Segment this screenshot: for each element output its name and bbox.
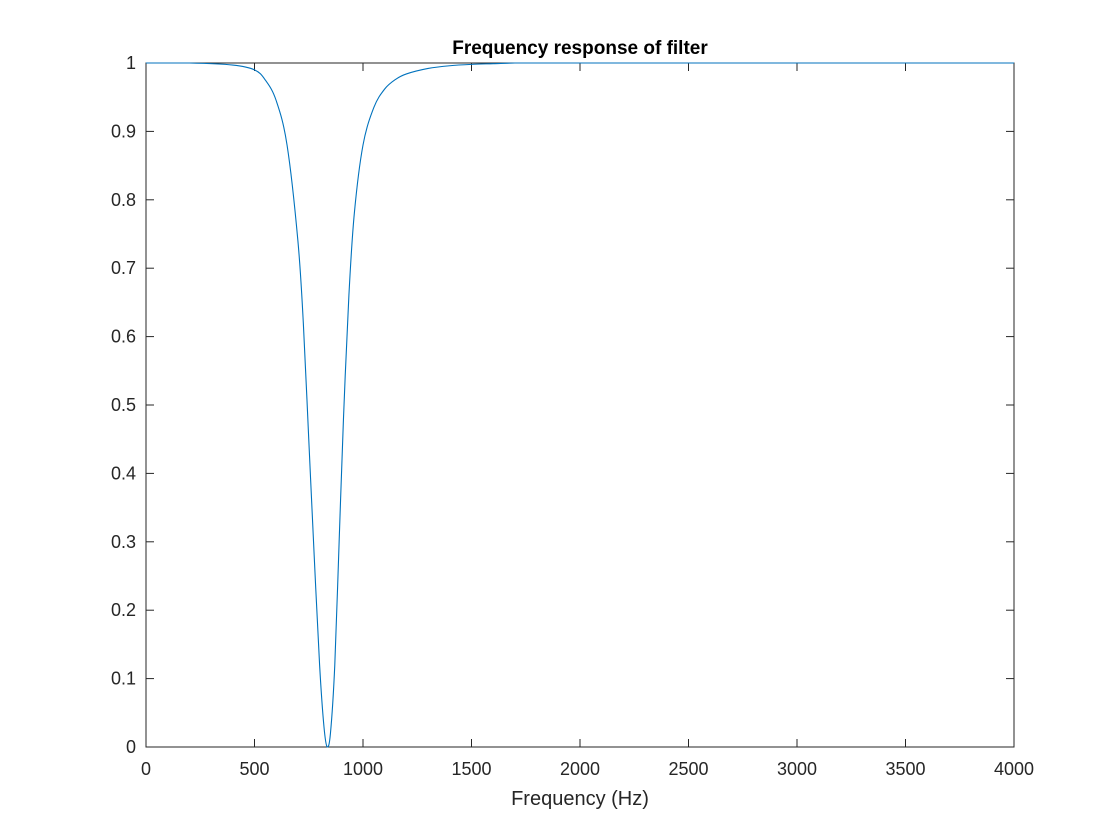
y-tick-label: 0 xyxy=(126,737,136,757)
plot-area: 0 500 1000 1500 2000 2500 3000 3500 4000 0 0.1 0.2 0… xyxy=(111,53,1034,779)
y-tick-label: 0.2 xyxy=(111,600,136,620)
series-line xyxy=(146,62,1014,748)
x-tick-label: 2000 xyxy=(560,759,600,779)
y-tick-label: 0.6 xyxy=(111,327,136,347)
y-tick-label: 0.8 xyxy=(111,190,136,210)
x-tick-label: 500 xyxy=(239,759,269,779)
y-tick-label: 0.7 xyxy=(111,258,136,278)
axes-box xyxy=(145,62,1015,748)
y-tick-label: 0.3 xyxy=(111,532,136,552)
x-tick-label: 3500 xyxy=(885,759,925,779)
x-tick-label: 0 xyxy=(141,759,151,779)
x-tick-label: 1000 xyxy=(343,759,383,779)
y-tick-label: 0.5 xyxy=(111,395,136,415)
x-tick-label: 4000 xyxy=(994,759,1034,779)
chart-title: Frequency response of filter xyxy=(452,38,708,59)
x-tick-label: 3000 xyxy=(777,759,817,779)
y-tick-label: 0.9 xyxy=(111,121,136,141)
x-axis-label: Frequency (Hz) xyxy=(511,788,649,810)
y-tick-label: 0.4 xyxy=(111,463,136,483)
y-tick-label: 0.1 xyxy=(111,669,136,689)
x-tick-label: 2500 xyxy=(668,759,708,779)
y-tick-label: 1 xyxy=(126,53,136,73)
x-tick-label: 1500 xyxy=(451,759,491,779)
